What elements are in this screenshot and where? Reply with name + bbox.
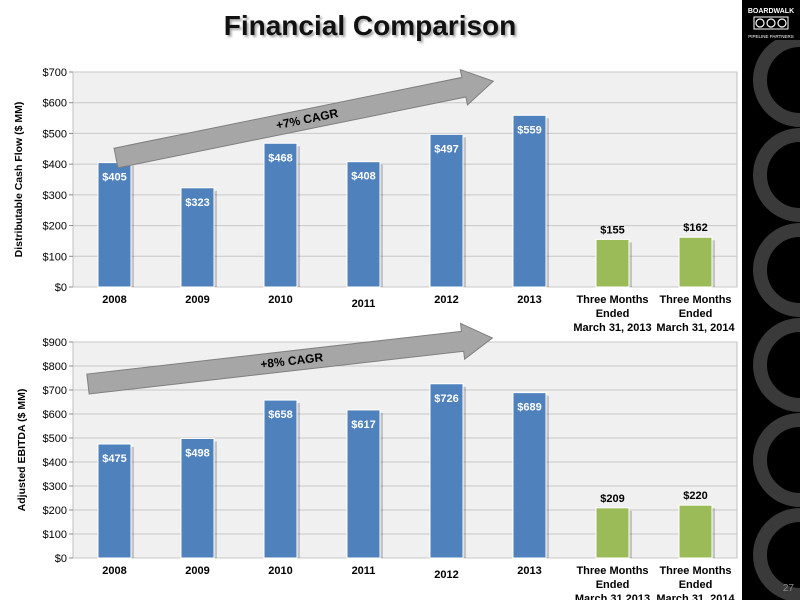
y-tick-label: $700 [43, 385, 67, 397]
bar [180, 437, 215, 559]
decorative-circle [753, 508, 800, 600]
y-tick-label: $100 [43, 251, 67, 263]
data-label: $323 [185, 197, 209, 209]
x-tick-label: 2013 [517, 294, 541, 306]
bar [180, 187, 215, 288]
decorative-circle [753, 318, 800, 412]
x-tick-label: Ended [596, 308, 630, 320]
cagr-arrow: +8% CAGR [86, 322, 494, 395]
bar [512, 392, 547, 559]
data-label: $155 [600, 224, 624, 236]
data-label: $498 [185, 447, 209, 459]
x-tick-label: Ended [679, 579, 713, 591]
bar [595, 238, 630, 288]
bar [97, 162, 132, 288]
x-tick-label: Three Months [576, 565, 648, 577]
x-tick-label: Three Months [659, 565, 731, 577]
y-tick-label: $700 [43, 67, 67, 79]
y-axis-label: Distributable Cash Flow ($ MM) [13, 102, 25, 258]
x-tick-label: March 31, 2014 [656, 593, 735, 600]
x-tick-label: 2009 [185, 565, 209, 577]
x-tick-label: 2010 [268, 565, 292, 577]
data-label: $617 [351, 419, 375, 431]
bar [595, 507, 630, 559]
y-tick-label: $400 [43, 159, 67, 171]
y-tick-label: $600 [43, 409, 67, 421]
x-tick-label: 2009 [185, 294, 209, 306]
x-tick-label: Ended [679, 308, 713, 320]
y-tick-label: $500 [43, 433, 67, 445]
x-tick-label: Three Months [576, 294, 648, 306]
arrow-shape [86, 322, 494, 395]
boardwalk-logo: BOARDWALK PIPELINE PARTNERS [748, 8, 794, 39]
arrow-shape [113, 68, 495, 169]
x-tick-label: March 31, 2013 [573, 322, 651, 334]
data-label: $405 [102, 172, 126, 184]
x-tick-label: March 31,2013 [575, 593, 650, 600]
y-tick-label: $800 [43, 361, 67, 373]
x-tick-label: 2008 [102, 294, 126, 306]
decorative-circle [753, 40, 800, 127]
adjusted-ebitda-chart: $0 $100 $200 $300 $400 $500 $600 $700 $800 $900 Ad… [16, 322, 738, 600]
bar [678, 504, 713, 559]
data-label: $689 [517, 402, 541, 414]
bar [678, 236, 713, 288]
y-tick-label: $0 [55, 282, 67, 294]
bar [512, 114, 547, 288]
data-label: $726 [434, 393, 458, 405]
page-title: Financial Comparison [223, 10, 517, 41]
x-tick-label: Three Months [659, 294, 731, 306]
data-label: $220 [683, 490, 707, 502]
data-label: $497 [434, 143, 458, 155]
x-tick-label: 2010 [268, 294, 292, 306]
x-tick-label: Ended [596, 579, 630, 591]
x-tick-label: 2012 [434, 294, 458, 306]
y-tick-label: $0 [55, 553, 67, 565]
x-tick-label: 2011 [352, 565, 376, 577]
y-tick-label: $500 [43, 128, 67, 140]
x-tick-label: March 31, 2014 [656, 322, 735, 334]
bar [429, 383, 464, 559]
bar [429, 133, 464, 288]
data-label: $559 [517, 124, 541, 136]
data-label: $475 [102, 453, 126, 465]
x-tick-label: 2013 [517, 565, 541, 577]
page-number: 27 [782, 583, 794, 594]
data-label: $209 [600, 493, 624, 505]
y-tick-label: $200 [43, 505, 67, 517]
data-label: $658 [268, 409, 292, 421]
decorative-circles [753, 40, 800, 600]
y-tick-label: $400 [43, 457, 67, 469]
y-tick-label: $300 [43, 190, 67, 202]
data-label: $162 [683, 222, 707, 234]
logo-subtext: PIPELINE PARTNERS [748, 34, 794, 39]
y-tick-label: $100 [43, 529, 67, 541]
sidebar-decoration: BOARDWALK PIPELINE PARTNERS [742, 0, 800, 600]
decorative-circle [753, 223, 800, 317]
x-tick-label: 2008 [102, 565, 126, 577]
data-label: $408 [351, 171, 375, 183]
bar [346, 161, 381, 288]
distributable-cash-flow-chart: $0 $100 $200 $300 $400 $500 $600 $700 Distributa… [13, 67, 738, 334]
y-tick-label: $200 [43, 221, 67, 233]
decorative-circle [753, 413, 800, 507]
x-tick-label: 2012 [434, 569, 458, 581]
y-tick-label: $600 [43, 98, 67, 110]
logo-text: BOARDWALK [748, 8, 794, 15]
bar [263, 399, 298, 559]
decorative-circle [753, 128, 800, 222]
bar [346, 409, 381, 559]
bar [97, 443, 132, 559]
x-tick-label: 2011 [352, 298, 376, 310]
data-label: $468 [268, 152, 292, 164]
y-axis-label: Adjusted EBITDA ($ MM) [16, 389, 28, 512]
y-tick-label: $300 [43, 481, 67, 493]
bar [263, 142, 298, 288]
y-tick-label: $900 [43, 337, 67, 349]
